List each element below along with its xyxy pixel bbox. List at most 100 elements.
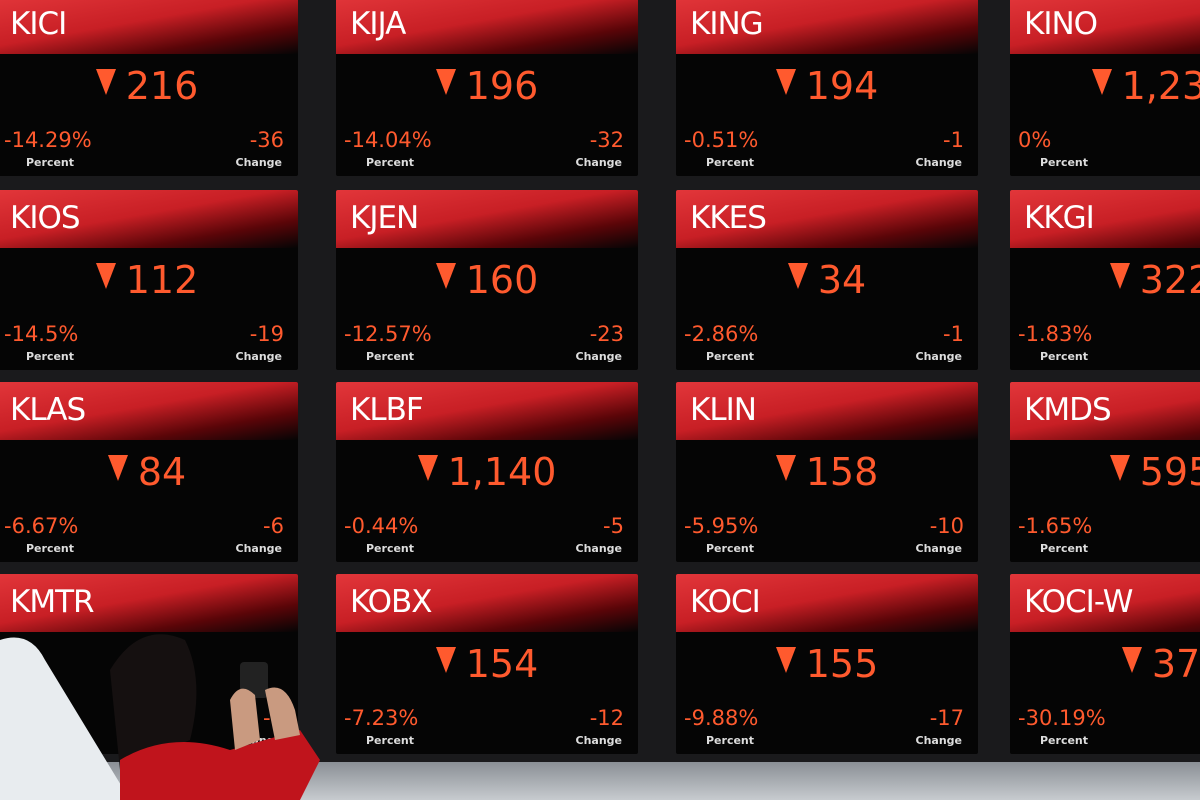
price-value: 595 bbox=[1139, 450, 1200, 494]
percent-label: Percent bbox=[1040, 542, 1089, 555]
percent-label: Percent bbox=[1040, 156, 1089, 169]
price: 595 bbox=[1010, 450, 1200, 494]
ticker: KJEN bbox=[350, 200, 419, 236]
percent-label: Percent bbox=[1040, 734, 1089, 747]
price: 194 bbox=[676, 64, 978, 108]
hair bbox=[110, 634, 197, 770]
ticker: KIOS bbox=[10, 200, 81, 236]
percent: -12.57% bbox=[344, 322, 432, 346]
percent-label: Percent bbox=[26, 542, 75, 555]
change: -5 bbox=[603, 514, 624, 538]
percent: 0% bbox=[1018, 128, 1052, 152]
price: 84 bbox=[0, 450, 298, 494]
price: 1,140 bbox=[336, 450, 638, 494]
down-arrow bbox=[1121, 647, 1142, 673]
stock-tile: KIJA 196 -14.04% -32 Percent Change bbox=[336, 0, 638, 176]
price: 112 bbox=[0, 258, 298, 302]
percent-label: Percent bbox=[1040, 350, 1089, 363]
header-band bbox=[676, 382, 978, 440]
header-band bbox=[1010, 382, 1200, 440]
price-value: 216 bbox=[125, 64, 199, 108]
price-value: 194 bbox=[805, 64, 879, 108]
down-arrow bbox=[435, 69, 456, 95]
price: 34 bbox=[676, 258, 978, 302]
down-arrow bbox=[787, 263, 808, 289]
percent: -0.51% bbox=[684, 128, 759, 152]
ticker: KKGI bbox=[1024, 200, 1095, 236]
ticker: KLBF bbox=[350, 392, 424, 428]
down-arrow bbox=[775, 647, 796, 673]
header-band bbox=[1010, 574, 1200, 632]
price-value: 34 bbox=[817, 258, 867, 302]
ticker: KKES bbox=[690, 200, 767, 236]
stock-tile: KJEN 160 -12.57% -23 Percent Change bbox=[336, 190, 638, 370]
percent: -7.23% bbox=[344, 706, 419, 730]
chair bbox=[0, 637, 130, 800]
down-arrow bbox=[417, 455, 438, 481]
header-band bbox=[1010, 0, 1200, 54]
price: 322 bbox=[1010, 258, 1200, 302]
header-band bbox=[1010, 190, 1200, 248]
stock-tile: KKES 34 -2.86% -1 Percent Change bbox=[676, 190, 978, 370]
header-band bbox=[336, 0, 638, 54]
percent-label: Percent bbox=[706, 350, 755, 363]
header-band bbox=[0, 190, 298, 248]
change-label: Change bbox=[575, 734, 623, 747]
percent-label: Percent bbox=[366, 734, 415, 747]
percent: -5.95% bbox=[684, 514, 759, 538]
price-value: 160 bbox=[465, 258, 539, 302]
percent-label: Percent bbox=[706, 156, 755, 169]
hands bbox=[230, 687, 300, 750]
percent-label: Percent bbox=[366, 156, 415, 169]
ticker: KIJA bbox=[350, 6, 406, 42]
change: -36 bbox=[249, 128, 284, 152]
down-arrow bbox=[775, 69, 796, 95]
ticker: KMDS bbox=[1024, 392, 1112, 428]
price-value: 1,140 bbox=[447, 450, 557, 494]
header-band bbox=[0, 382, 298, 440]
header-band bbox=[676, 0, 978, 54]
ticker: KMTR bbox=[10, 584, 95, 620]
change-label: Change bbox=[235, 156, 283, 169]
price-value: 196 bbox=[465, 64, 539, 108]
ticker: KOCI bbox=[690, 584, 761, 620]
header-band bbox=[676, 574, 978, 632]
price-value: 322 bbox=[1139, 258, 1200, 302]
down-arrow bbox=[775, 455, 796, 481]
price-value: 1,235 bbox=[1121, 64, 1200, 108]
price: 160 bbox=[336, 258, 638, 302]
price: 196 bbox=[336, 64, 638, 108]
price-value: 158 bbox=[805, 450, 879, 494]
down-arrow bbox=[435, 263, 456, 289]
stock-tile: KING 194 -0.51% -1 Percent Change bbox=[676, 0, 978, 176]
stock-tile: KLIN 158 -5.95% -10 Percent Change bbox=[676, 382, 978, 562]
down-arrow bbox=[435, 647, 456, 673]
change-label: Change bbox=[575, 350, 623, 363]
price-value: 154 bbox=[465, 642, 539, 686]
header-band bbox=[336, 190, 638, 248]
down-arrow bbox=[1109, 263, 1130, 289]
down-arrow bbox=[1091, 69, 1112, 95]
stock-tile: KOCI 155 -9.88% -17 Percent Change bbox=[676, 574, 978, 754]
percent: -14.5% bbox=[4, 322, 79, 346]
percent: -14.04% bbox=[344, 128, 432, 152]
change: -12 bbox=[589, 706, 624, 730]
header-band bbox=[0, 0, 298, 54]
stock-tile: KOBX 154 -7.23% -12 Percent Change bbox=[336, 574, 638, 754]
header-band bbox=[336, 382, 638, 440]
change: -10 bbox=[929, 514, 964, 538]
price: 37 bbox=[1010, 642, 1200, 686]
percent-label: Percent bbox=[706, 734, 755, 747]
stock-tile: KICI 216 -14.29% -36 Percent Change bbox=[0, 0, 298, 176]
percent-label: Percent bbox=[366, 542, 415, 555]
price-value: 37 bbox=[1151, 642, 1200, 686]
price-value: 84 bbox=[137, 450, 187, 494]
percent: -1.65% bbox=[1018, 514, 1093, 538]
price: 154 bbox=[336, 642, 638, 686]
percent-label: Percent bbox=[26, 156, 75, 169]
header-band bbox=[676, 190, 978, 248]
